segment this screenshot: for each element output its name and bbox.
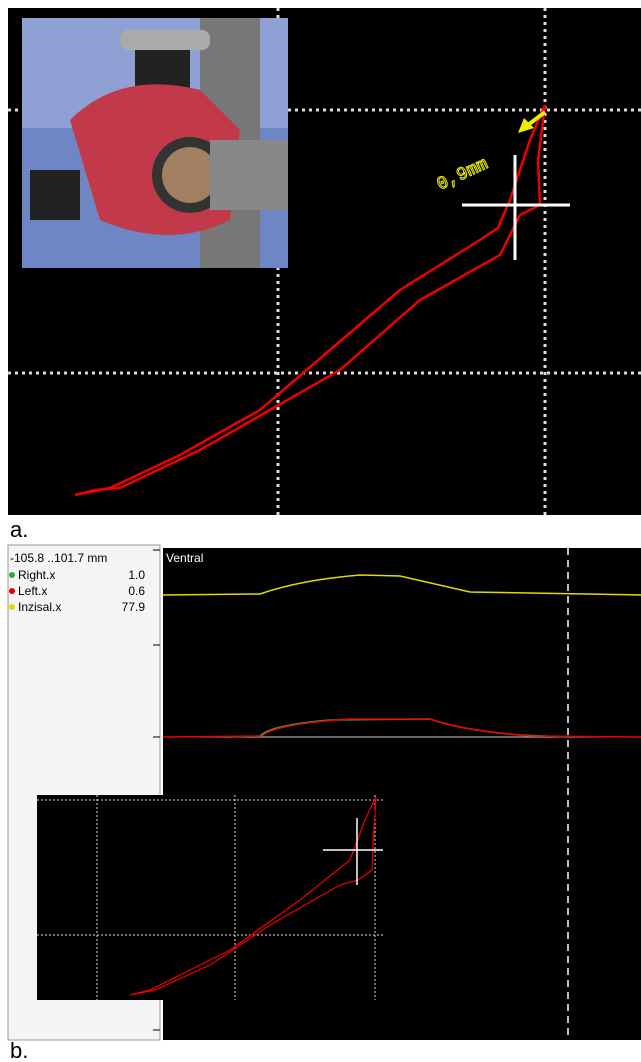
plot-label: Ventral [166, 551, 203, 565]
legend-dot [9, 588, 15, 594]
legend-value: 1.0 [128, 568, 145, 582]
page: 0,9mm a. -105.8 ..101.7 mm Right.x 1.0 L… [0, 0, 641, 1062]
legend-name: Right.x [18, 568, 55, 582]
figure: 0,9mm a. -105.8 ..101.7 mm Right.x 1.0 L… [0, 0, 641, 1062]
legend-value: 0.6 [128, 584, 145, 598]
legend-dot [9, 572, 15, 578]
panel-label: a. [10, 517, 28, 542]
legend-name: Left.x [18, 584, 47, 598]
range: -105.8 ..101.7 mm [10, 551, 107, 565]
photo [22, 18, 288, 268]
legend-dot [9, 604, 15, 610]
legend-name: Inzisal.x [18, 600, 61, 614]
inset [37, 795, 385, 1000]
panel-label: b. [10, 1038, 28, 1062]
legend-value: 77.9 [122, 600, 146, 614]
